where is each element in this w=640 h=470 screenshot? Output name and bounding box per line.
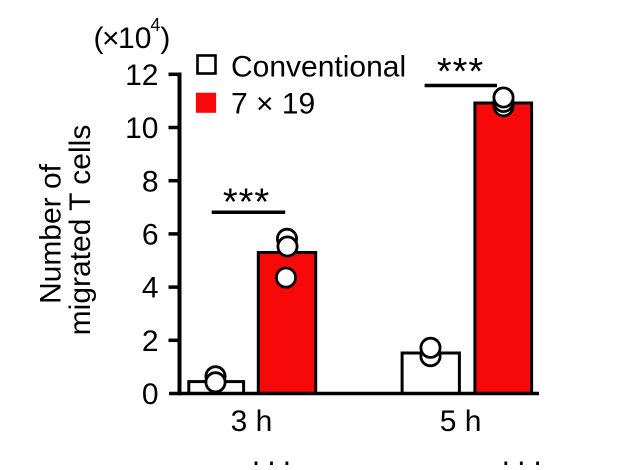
svg-text:Conventional: Conventional — [231, 51, 406, 84]
svg-text:2: 2 — [142, 325, 159, 358]
svg-text:***: *** — [223, 182, 270, 224]
svg-text:3 h: 3 h — [231, 405, 273, 438]
svg-text:4: 4 — [142, 272, 159, 305]
svg-text:migrated T cells: migrated T cells — [64, 125, 97, 336]
svg-text:12: 12 — [125, 59, 158, 92]
svg-text:Number of: Number of — [34, 163, 67, 304]
svg-text:6: 6 — [142, 219, 159, 252]
svg-text:10: 10 — [125, 112, 158, 145]
svg-text:***: *** — [437, 51, 484, 93]
svg-text:0: 0 — [142, 378, 159, 411]
svg-text:8: 8 — [142, 165, 159, 198]
svg-text:7 × 19: 7 × 19 — [231, 88, 315, 121]
svg-text:5 h: 5 h — [440, 405, 482, 438]
